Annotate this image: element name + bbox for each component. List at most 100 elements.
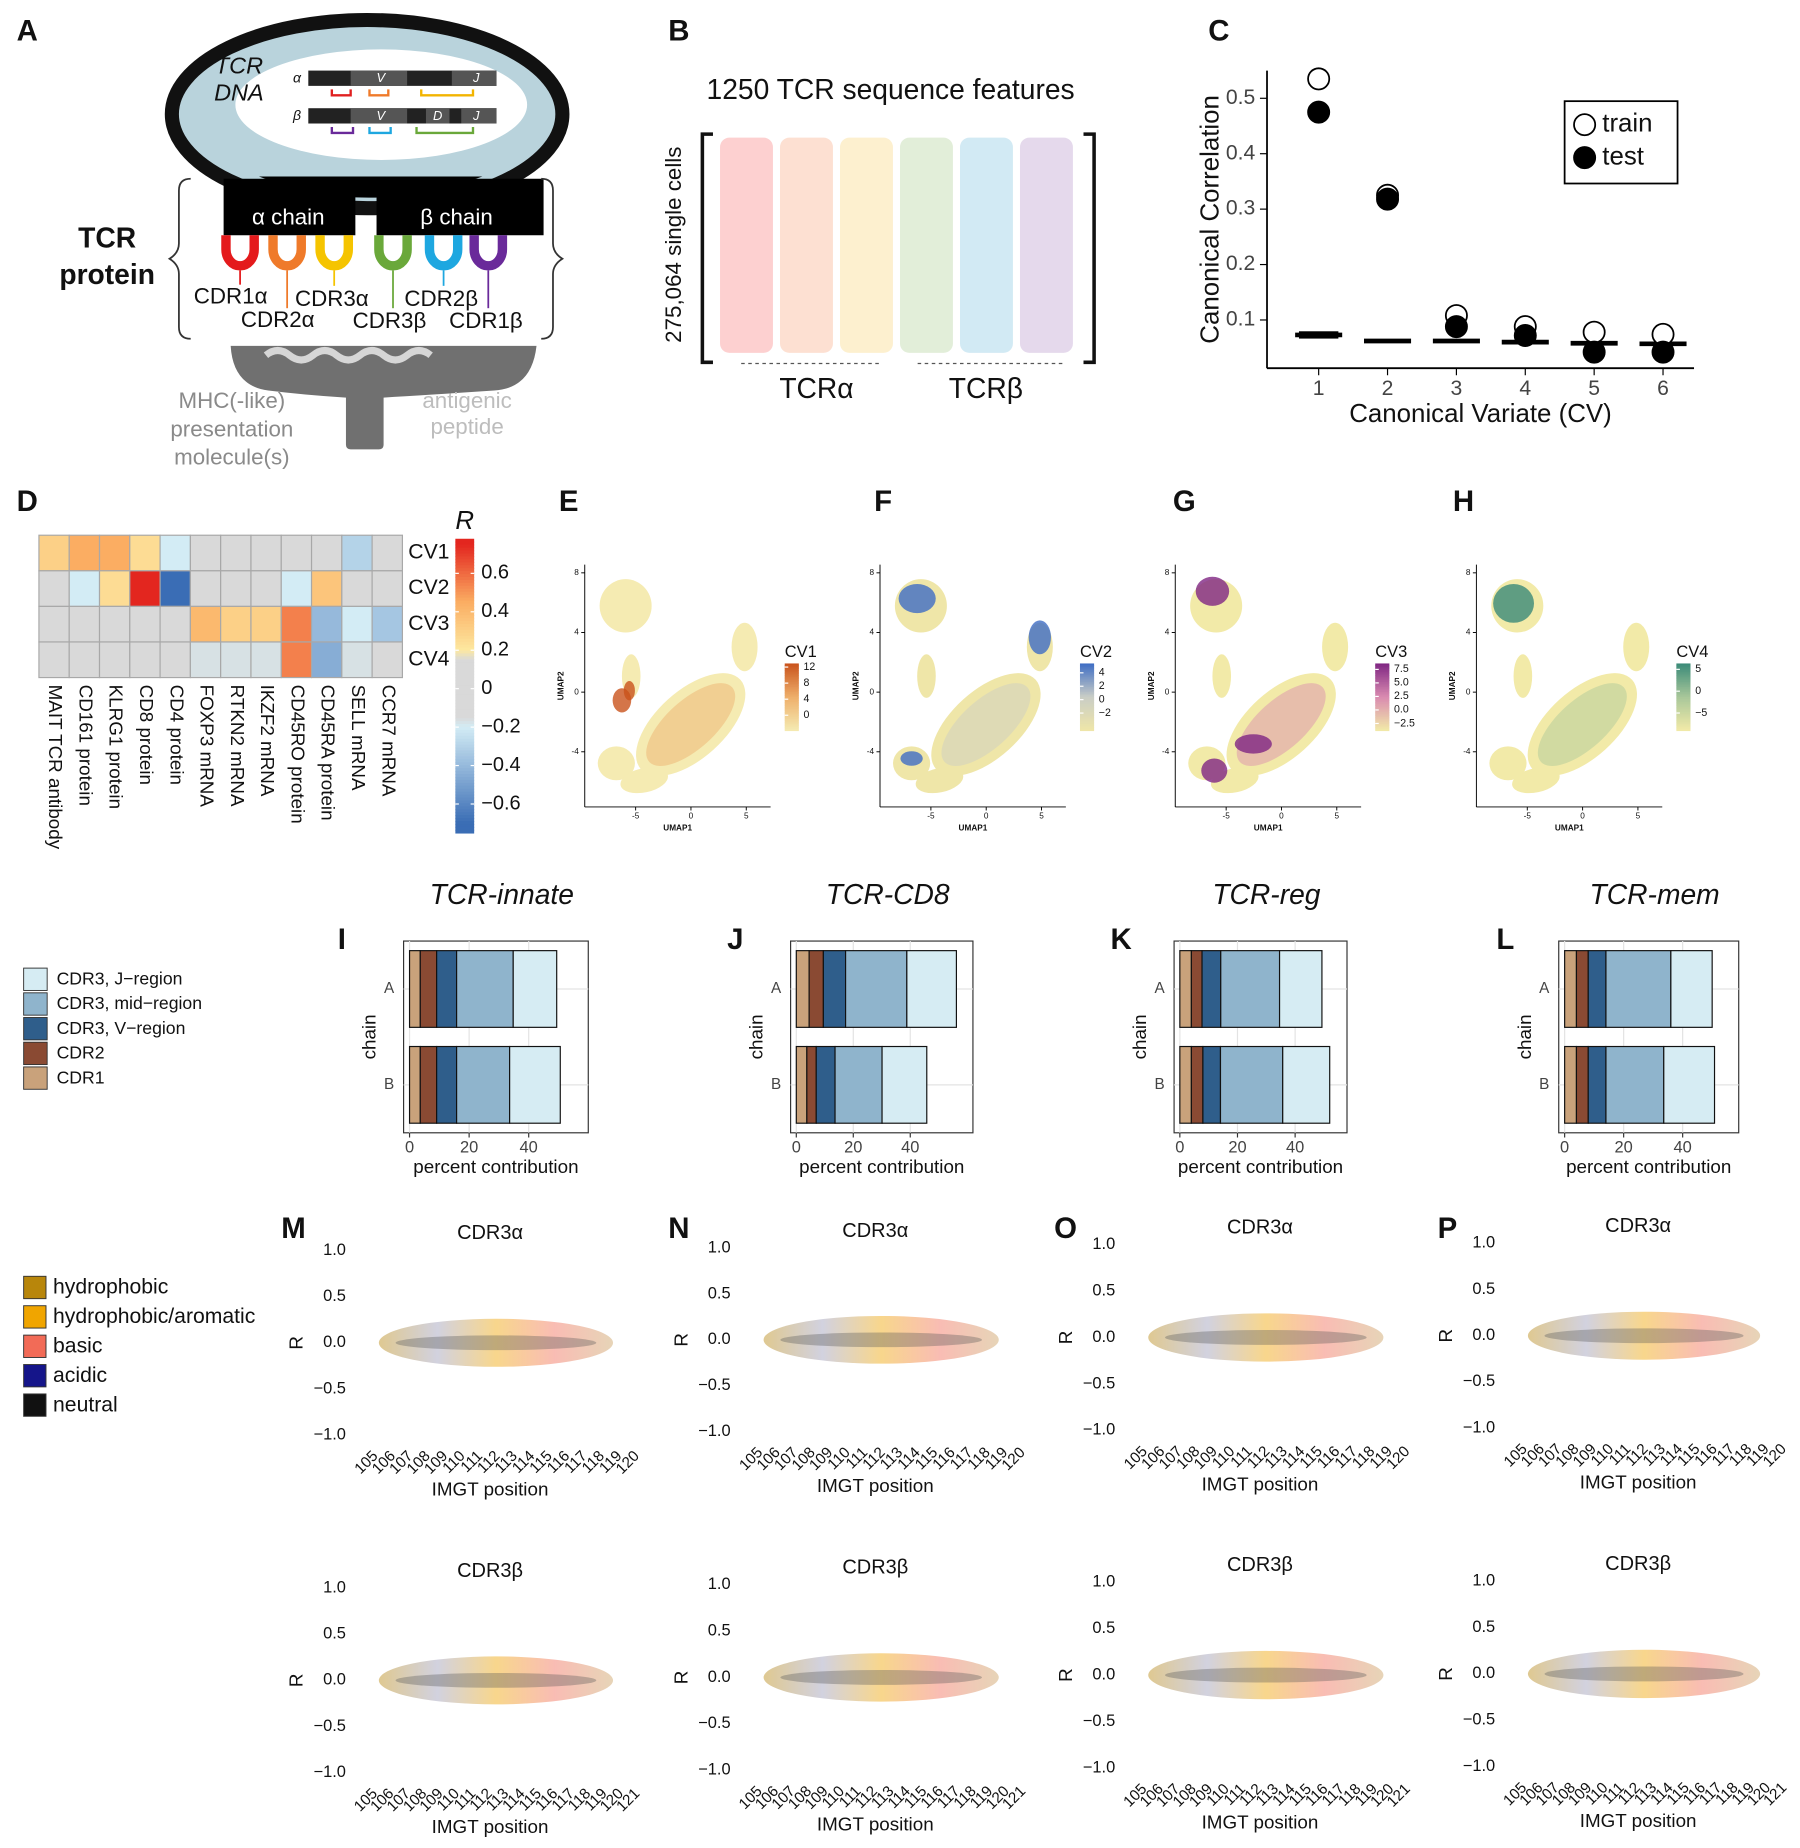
colorbar-step [1079, 727, 1095, 730]
x-tick-label: 20 [1228, 1138, 1246, 1156]
colorbar-step [1079, 705, 1095, 708]
colorbar-step [455, 626, 475, 631]
heat-cell [220, 641, 252, 679]
colorbar-step [1079, 685, 1095, 688]
y-axis-title: R [1055, 1668, 1076, 1682]
y-axis-title: R [1435, 1667, 1456, 1681]
colorbar-step [1676, 666, 1691, 670]
x-tick-label: -5 [1524, 812, 1532, 821]
group-label: TCRβ [949, 372, 1023, 404]
point [1582, 340, 1606, 364]
colorbar-step [1676, 728, 1691, 732]
colorbar-step [455, 662, 475, 666]
colorbar-step [1079, 668, 1095, 671]
colorbar-step [1079, 671, 1095, 675]
colorbar-step [1676, 725, 1691, 728]
colorbar-step [1676, 690, 1691, 693]
column-label: CD8 protein [136, 685, 157, 785]
colorbar-step [455, 729, 475, 734]
colorbar-step [1375, 712, 1390, 715]
bar-segment [906, 950, 957, 1028]
colorbar-step [1375, 718, 1390, 722]
colorbar-step [455, 574, 475, 578]
colorbar-step [455, 571, 475, 575]
colorbar-step [455, 721, 475, 725]
heat-cell [341, 534, 373, 572]
heat-cell [250, 570, 282, 607]
bar-segment [1220, 950, 1281, 1028]
y-tick-label: 0.1 [1226, 308, 1255, 331]
legend-label: acidic [53, 1364, 108, 1387]
y-tick-label: 1.0 [708, 1575, 731, 1593]
colorbar-step [455, 738, 475, 743]
y-tick-label: −0.5 [1083, 1712, 1115, 1730]
panel-letter: F [874, 485, 892, 518]
heat-cell [310, 605, 343, 643]
bar-segment [1201, 950, 1222, 1028]
colorbar-step [1375, 710, 1390, 713]
colorbar-step [455, 724, 475, 728]
cell-cloud-accent [623, 680, 635, 701]
heat-cell [220, 570, 252, 607]
panel-b-diagram: 1250 TCR sequence features 275,064 singl… [661, 73, 1096, 404]
bar-segment [1278, 950, 1323, 1028]
heat-cell [280, 605, 313, 643]
bar-segment [815, 1045, 836, 1124]
colorbar-step [455, 800, 475, 805]
colorbar-step [455, 629, 475, 634]
logo-band [1544, 1328, 1744, 1344]
heat-cell [38, 605, 70, 643]
heat-cell [189, 605, 222, 643]
colorbar-step [784, 712, 799, 715]
bar-segment [436, 1045, 458, 1124]
colorbar-label: 2.5 [1394, 690, 1409, 702]
point [1444, 315, 1468, 339]
cell-cloud [915, 767, 964, 794]
y-tick-label: 8 [574, 568, 579, 577]
colorbar-label: 0 [1099, 693, 1105, 705]
bar-segment [1564, 950, 1578, 1028]
heat-cell [159, 641, 191, 679]
dna-title: TCR [215, 52, 263, 78]
colorbar-step [1079, 720, 1095, 723]
y-tick-label: A [771, 980, 782, 997]
colorbar-step [784, 723, 799, 727]
colorbar-step [455, 826, 475, 831]
heat-cell [129, 605, 161, 643]
colorbar-step [1079, 707, 1095, 710]
y-tick-label: 0.0 [708, 1330, 731, 1348]
cell-cloud-accent [898, 584, 936, 614]
colorbar-step [455, 618, 475, 622]
heat-cell [98, 534, 131, 572]
y-tick-label: A [384, 980, 395, 997]
colorbar-step [784, 707, 799, 710]
colorbar-step [455, 735, 475, 740]
y-tick-label: A [1539, 980, 1550, 997]
colorbar-step [455, 829, 475, 834]
colorbar-step [784, 715, 799, 718]
colorbar-step [455, 559, 475, 563]
y-tick-label: B [771, 1076, 781, 1093]
bar-segment [1575, 1045, 1589, 1124]
colorbar-step [1676, 675, 1691, 678]
heat-cell [250, 534, 282, 572]
y-tick-label: 0.0 [323, 1333, 346, 1351]
legend-swatch [23, 1041, 48, 1066]
heat-cell [129, 570, 161, 607]
bar-segment [436, 950, 458, 1028]
group-label: TCRα [779, 372, 853, 404]
colorbar-step [1375, 693, 1390, 696]
colorbar-step [1676, 676, 1691, 680]
colorbar-label: −0.4 [481, 754, 520, 776]
colorbar-step [455, 671, 475, 675]
y-tick-label: 0.0 [1472, 1664, 1495, 1682]
colorbar-step [1375, 688, 1390, 691]
bar-segment [1282, 1045, 1331, 1124]
colorbar-step [1676, 683, 1691, 686]
colorbar-step [1079, 673, 1095, 676]
heat-cell [38, 570, 70, 607]
x-tick-label: 0 [1560, 1138, 1569, 1156]
colorbar-step [455, 647, 475, 652]
y-tick-label: 0.0 [708, 1668, 731, 1686]
colorbar-step [1375, 698, 1390, 701]
